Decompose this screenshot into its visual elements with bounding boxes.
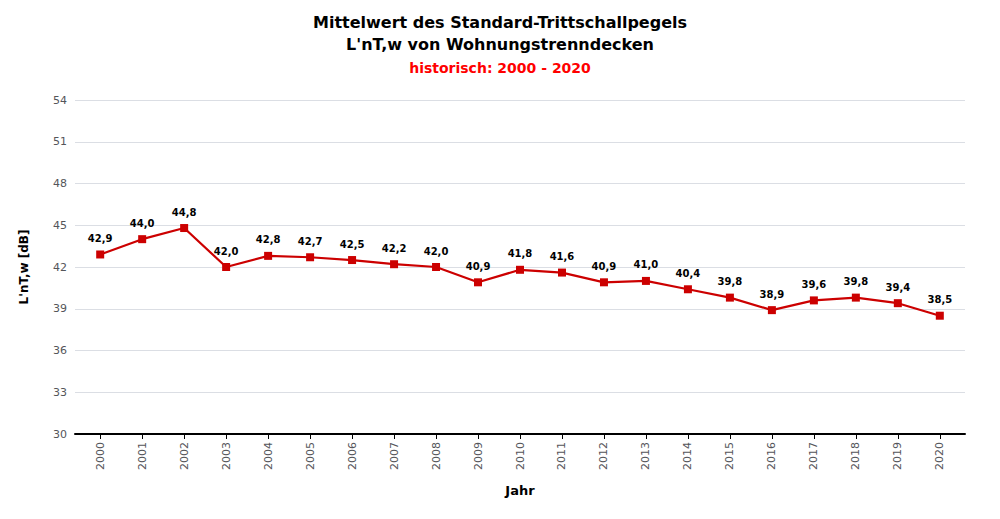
svg-text:39,4: 39,4: [885, 282, 910, 293]
svg-text:41,6: 41,6: [550, 251, 575, 262]
svg-text:38,9: 38,9: [760, 289, 785, 300]
svg-text:2012: 2012: [597, 442, 610, 470]
svg-text:41,8: 41,8: [508, 248, 533, 259]
svg-text:historisch: 2000 - 2020: historisch: 2000 - 2020: [409, 60, 591, 76]
svg-text:42,2: 42,2: [382, 243, 407, 254]
svg-text:2005: 2005: [304, 442, 317, 470]
svg-text:33: 33: [53, 386, 67, 399]
svg-text:Jahr: Jahr: [504, 483, 535, 498]
svg-text:44,8: 44,8: [172, 207, 197, 218]
svg-text:2013: 2013: [639, 442, 652, 470]
svg-text:41,0: 41,0: [634, 259, 659, 270]
svg-text:42,0: 42,0: [424, 246, 449, 257]
svg-text:2000: 2000: [94, 442, 107, 470]
svg-text:2020: 2020: [933, 442, 946, 470]
svg-text:38,5: 38,5: [927, 294, 952, 305]
svg-text:30: 30: [53, 428, 67, 441]
svg-text:L'nT,w von Wohnungstrenndecken: L'nT,w von Wohnungstrenndecken: [346, 35, 654, 54]
svg-text:2015: 2015: [723, 442, 736, 470]
svg-text:2011: 2011: [555, 442, 568, 470]
svg-text:42,8: 42,8: [256, 234, 281, 245]
svg-text:2002: 2002: [178, 442, 191, 470]
svg-text:45: 45: [53, 219, 67, 232]
svg-text:2006: 2006: [346, 442, 359, 470]
svg-text:54: 54: [53, 94, 67, 107]
svg-text:36: 36: [53, 344, 67, 357]
svg-text:2007: 2007: [388, 442, 401, 470]
svg-text:2003: 2003: [220, 442, 233, 470]
svg-text:Mittelwert des Standard-Tritts: Mittelwert des Standard-Trittschallpegel…: [313, 13, 687, 32]
svg-text:2019: 2019: [891, 442, 904, 470]
svg-text:40,9: 40,9: [466, 261, 491, 272]
svg-text:2009: 2009: [472, 442, 485, 470]
svg-text:39,6: 39,6: [802, 279, 827, 290]
svg-text:42,7: 42,7: [298, 236, 323, 247]
svg-text:44,0: 44,0: [130, 218, 155, 229]
svg-text:2017: 2017: [807, 442, 820, 470]
svg-text:42: 42: [53, 261, 67, 274]
svg-text:L'nT,w [dB]: L'nT,w [dB]: [17, 230, 31, 305]
svg-text:2008: 2008: [430, 442, 443, 470]
svg-text:39: 39: [53, 302, 67, 315]
svg-text:2014: 2014: [681, 442, 694, 470]
svg-text:48: 48: [53, 177, 67, 190]
svg-text:39,8: 39,8: [718, 276, 743, 287]
svg-text:42,0: 42,0: [214, 246, 239, 257]
svg-text:42,9: 42,9: [88, 233, 113, 244]
svg-text:51: 51: [53, 135, 67, 148]
svg-text:39,8: 39,8: [844, 276, 869, 287]
svg-text:2016: 2016: [765, 442, 778, 470]
svg-text:40,4: 40,4: [676, 268, 701, 279]
svg-text:2018: 2018: [849, 442, 862, 470]
svg-text:40,9: 40,9: [592, 261, 617, 272]
svg-text:2001: 2001: [136, 442, 149, 470]
svg-text:2010: 2010: [514, 442, 527, 470]
svg-text:42,5: 42,5: [340, 239, 365, 250]
svg-text:2004: 2004: [262, 442, 275, 470]
